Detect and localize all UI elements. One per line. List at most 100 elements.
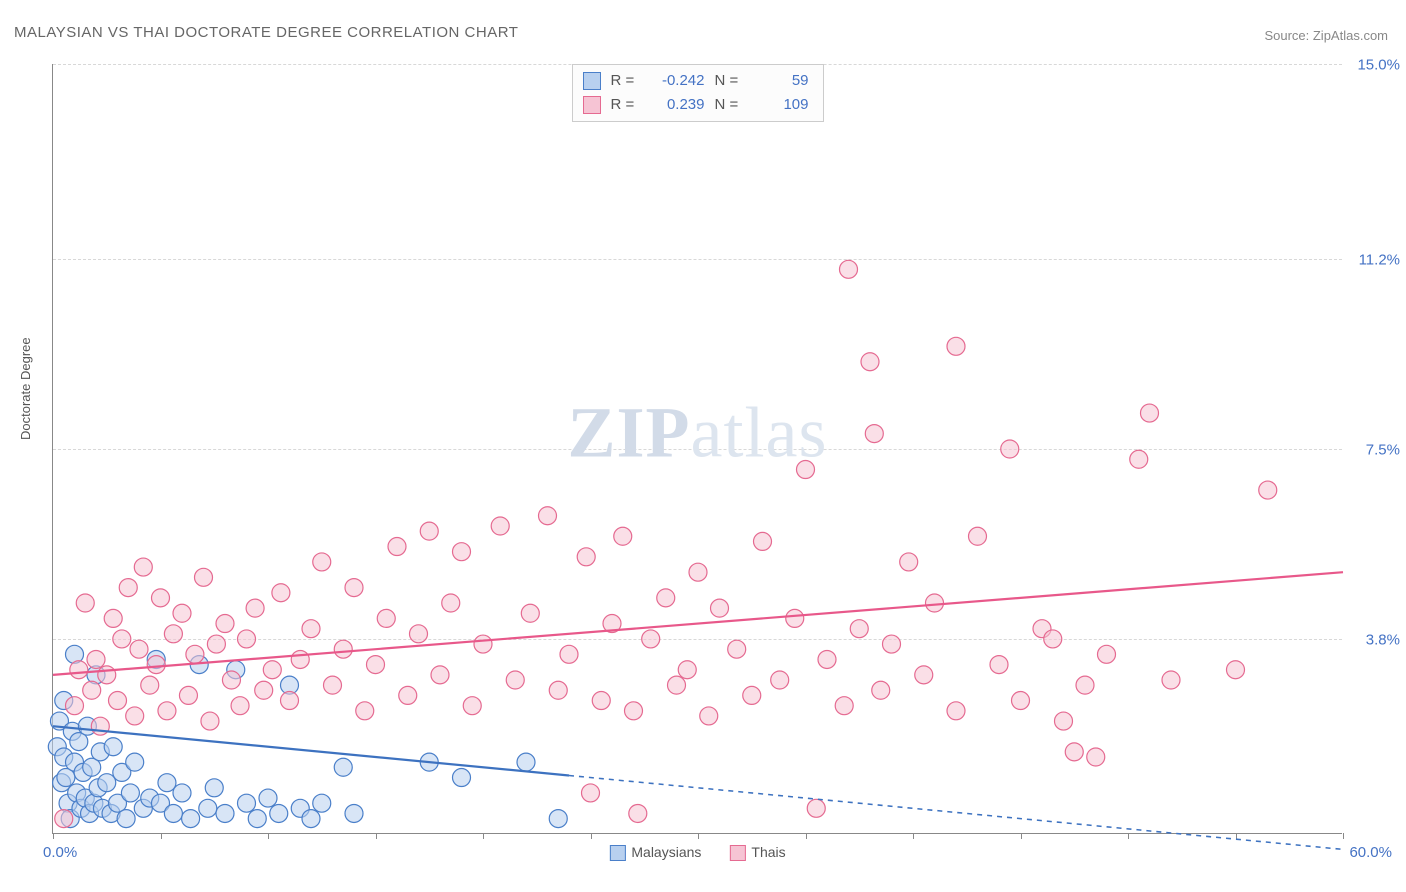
scatter-point-thais (313, 553, 331, 571)
scatter-point-thais (771, 671, 789, 689)
scatter-point-thais (474, 635, 492, 653)
scatter-point-thais (195, 568, 213, 586)
scatter-point-malaysians (164, 804, 182, 822)
scatter-point-malaysians (313, 794, 331, 812)
scatter-point-thais (201, 712, 219, 730)
scatter-point-thais (173, 604, 191, 622)
legend-n-value: 59 (753, 69, 809, 93)
scatter-point-thais (969, 527, 987, 545)
scatter-point-malaysians (270, 804, 288, 822)
scatter-point-thais (164, 625, 182, 643)
scatter-point-thais (1259, 481, 1277, 499)
scatter-point-thais (356, 702, 374, 720)
scatter-point-thais (539, 507, 557, 525)
legend-item-thais: Thais (729, 844, 785, 861)
scatter-point-thais (865, 425, 883, 443)
trend-line-dashed-malaysians (569, 775, 1343, 849)
scatter-point-thais (130, 640, 148, 658)
scatter-point-thais (850, 620, 868, 638)
scatter-point-thais (728, 640, 746, 658)
scatter-point-thais (66, 697, 84, 715)
scatter-point-thais (152, 589, 170, 607)
legend-swatch (609, 845, 625, 861)
scatter-point-malaysians (334, 758, 352, 776)
scatter-point-thais (431, 666, 449, 684)
legend-r-label: R = (611, 69, 643, 93)
legend-swatch (729, 845, 745, 861)
scatter-point-thais (990, 656, 1008, 674)
scatter-point-thais (592, 692, 610, 710)
scatter-point-thais (711, 599, 729, 617)
scatter-point-thais (377, 609, 395, 627)
scatter-svg (53, 64, 1343, 834)
scatter-point-malaysians (182, 810, 200, 828)
scatter-point-thais (453, 543, 471, 561)
scatter-point-malaysians (205, 779, 223, 797)
y-tick-label: 7.5% (1366, 442, 1400, 459)
scatter-point-thais (1227, 661, 1245, 679)
legend-corr-row-malaysians: R =-0.242N =59 (583, 69, 809, 93)
chart-container: MALAYSIAN VS THAI DOCTORATE DEGREE CORRE… (0, 0, 1406, 892)
legend-r-value: 0.239 (649, 93, 705, 117)
scatter-point-thais (1130, 450, 1148, 468)
scatter-point-thais (141, 676, 159, 694)
scatter-point-thais (915, 666, 933, 684)
scatter-point-thais (818, 650, 836, 668)
scatter-point-thais (281, 692, 299, 710)
scatter-point-thais (463, 697, 481, 715)
scatter-point-malaysians (126, 753, 144, 771)
y-axis-title: Doctorate Degree (18, 337, 33, 440)
scatter-point-thais (388, 538, 406, 556)
scatter-point-malaysians (158, 774, 176, 792)
scatter-point-thais (83, 681, 101, 699)
legend-r-value: -0.242 (649, 69, 705, 93)
scatter-point-malaysians (302, 810, 320, 828)
scatter-point-thais (549, 681, 567, 699)
plot-area: 3.8%7.5%11.2%15.0% ZIPatlas R =-0.242N =… (52, 64, 1342, 834)
chart-title: MALAYSIAN VS THAI DOCTORATE DEGREE CORRE… (14, 24, 518, 41)
scatter-point-thais (420, 522, 438, 540)
scatter-point-malaysians (549, 810, 567, 828)
scatter-point-thais (1076, 676, 1094, 694)
scatter-point-malaysians (199, 799, 217, 817)
scatter-point-thais (186, 645, 204, 663)
scatter-point-thais (668, 676, 686, 694)
scatter-point-thais (1044, 630, 1062, 648)
scatter-point-thais (614, 527, 632, 545)
y-tick-label: 3.8% (1366, 631, 1400, 648)
scatter-point-thais (126, 707, 144, 725)
scatter-point-malaysians (117, 810, 135, 828)
x-tick (1343, 833, 1344, 839)
scatter-point-malaysians (216, 804, 234, 822)
scatter-point-thais (147, 656, 165, 674)
scatter-point-malaysians (517, 753, 535, 771)
scatter-point-thais (1012, 692, 1030, 710)
legend-n-label: N = (715, 93, 747, 117)
x-axis-min-label: 0.0% (43, 844, 77, 861)
scatter-point-thais (577, 548, 595, 566)
scatter-point-thais (1162, 671, 1180, 689)
scatter-point-malaysians (259, 789, 277, 807)
legend-series: MalaysiansThais (609, 844, 785, 861)
scatter-point-thais (1055, 712, 1073, 730)
scatter-point-thais (560, 645, 578, 663)
legend-swatch (583, 72, 601, 90)
scatter-point-thais (807, 799, 825, 817)
scatter-point-thais (1001, 440, 1019, 458)
scatter-point-thais (263, 661, 281, 679)
scatter-point-thais (367, 656, 385, 674)
scatter-point-thais (334, 640, 352, 658)
scatter-point-thais (272, 584, 290, 602)
trend-line-thais (53, 572, 1343, 675)
scatter-point-thais (70, 661, 88, 679)
scatter-point-thais (786, 609, 804, 627)
x-axis-max-label: 60.0% (1349, 844, 1392, 861)
scatter-point-thais (1065, 743, 1083, 761)
scatter-point-malaysians (238, 794, 256, 812)
scatter-point-malaysians (453, 769, 471, 787)
scatter-point-malaysians (248, 810, 266, 828)
scatter-point-thais (222, 671, 240, 689)
scatter-point-malaysians (345, 804, 363, 822)
scatter-point-thais (947, 337, 965, 355)
scatter-point-thais (521, 604, 539, 622)
